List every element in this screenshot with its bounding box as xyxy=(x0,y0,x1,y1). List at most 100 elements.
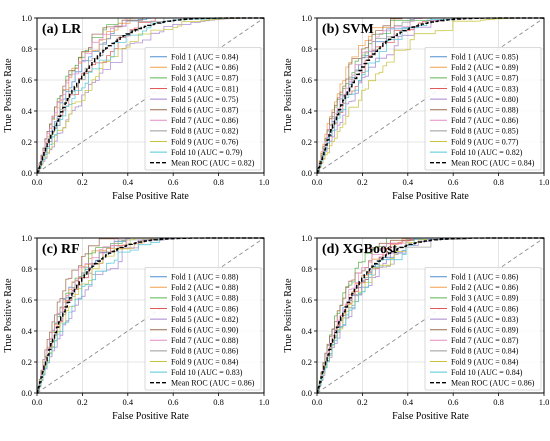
y-tick-label: 0.8 xyxy=(21,44,32,54)
x-tick-label: 1.0 xyxy=(259,177,270,187)
y-tick-label: 0.0 xyxy=(301,168,312,178)
legend-label: Fold 5 (AUC = 0.83) xyxy=(451,315,519,324)
legend-label: Fold 6 (AUC = 0.88) xyxy=(451,106,519,115)
legend-label: Fold 7 (AUC = 0.88) xyxy=(171,336,239,345)
legend: Fold 1 (AUC = 0.88)Fold 2 (AUC = 0.88) Fo… xyxy=(144,266,262,391)
x-tick-label: 0.2 xyxy=(357,177,368,187)
y-tick-label: 0.8 xyxy=(301,264,312,274)
roc-curves xyxy=(36,17,264,174)
legend-label: Fold 2 (AUC = 0.88) xyxy=(171,283,239,292)
panel-title: (c) RF xyxy=(42,242,80,257)
y-tick-label: 0.8 xyxy=(21,264,32,274)
x-tick-label: 0.8 xyxy=(213,397,224,407)
y-tick-label: 0.4 xyxy=(21,326,32,336)
x-tick-label: 0.8 xyxy=(213,177,224,187)
legend-label: Fold 9 (AUC = 0.77) xyxy=(451,137,519,146)
legend-label: Fold 10 (AUC = 0.82) xyxy=(451,148,523,157)
legend-label: Fold 10 (AUC = 0.84) xyxy=(451,368,523,377)
y-tick-label: 0.4 xyxy=(21,106,32,116)
x-tick-label: 0.2 xyxy=(77,397,88,407)
y-tick-label: 0.2 xyxy=(301,137,312,147)
x-tick-label: 0.2 xyxy=(357,397,368,407)
roc-panel-1: 0.0 0.2 0.4 0.6 0.8 1.0 0.0 0.2 0.4 0.6 0.8 1.0 Fals… xyxy=(3,13,269,202)
legend-label: Fold 2 (AUC = 0.86) xyxy=(171,63,239,72)
legend-label: Fold 3 (AUC = 0.87) xyxy=(171,74,239,83)
x-tick-label: 0.4 xyxy=(402,397,413,407)
legend-label: Fold 3 (AUC = 0.88) xyxy=(171,294,239,303)
x-tick-label: 0.0 xyxy=(312,177,323,187)
legend-label: Fold 6 (AUC = 0.87) xyxy=(171,106,239,115)
legend-label: Fold 9 (AUC = 0.76) xyxy=(171,137,239,146)
mean-roc-line xyxy=(36,17,264,174)
plot-frame xyxy=(316,237,545,394)
y-tick-label: 0.2 xyxy=(21,137,32,147)
mean-roc-line xyxy=(36,237,264,394)
legend-label: Fold 8 (AUC = 0.82) xyxy=(171,127,239,136)
legend: Fold 1 (AUC = 0.85)Fold 2 (AUC = 0.89) Fo… xyxy=(424,47,542,171)
legend-label: Fold 8 (AUC = 0.84) xyxy=(451,347,519,356)
legend-label: Mean ROC (AUC = 0.86) xyxy=(451,379,535,388)
legend-box xyxy=(144,266,262,391)
mean-roc-line xyxy=(316,237,544,394)
panel-title: (a) LR xyxy=(42,22,82,37)
chance-diagonal xyxy=(316,17,545,174)
x-axis-label: False Positive Rate xyxy=(112,411,189,422)
x-tick-label: 1.0 xyxy=(259,397,270,407)
legend-label: Fold 7 (AUC = 0.86) xyxy=(171,116,239,125)
legend-label: Fold 4 (AUC = 0.83) xyxy=(451,84,519,93)
legend-box xyxy=(424,47,542,171)
legend-label: Fold 8 (AUC = 0.86) xyxy=(171,347,239,356)
y-axis-label: True Positive Rate xyxy=(283,58,294,133)
legend-box xyxy=(424,266,542,391)
chance-diagonal xyxy=(36,237,265,394)
legend-label: Fold 5 (AUC = 0.82) xyxy=(171,315,239,324)
legend-label: Fold 7 (AUC = 0.87) xyxy=(451,336,519,345)
panel-title: (b) SVM xyxy=(322,22,374,37)
y-tick-label: 0.0 xyxy=(21,168,32,178)
plot-frame xyxy=(316,17,545,174)
legend-label: Fold 1 (AUC = 0.86) xyxy=(451,273,519,282)
legend-label: Fold 4 (AUC = 0.81) xyxy=(171,84,239,93)
fold-roc-line xyxy=(317,17,544,174)
x-axis-label: False Positive Rate xyxy=(392,411,469,422)
legend-label: Fold 3 (AUC = 0.89) xyxy=(451,294,519,303)
y-tick-label: 1.0 xyxy=(21,233,32,243)
x-tick-label: 0.6 xyxy=(168,397,179,407)
x-tick-label: 1.0 xyxy=(539,177,550,187)
legend-label: Fold 10 (AUC = 0.83) xyxy=(171,368,243,377)
legend-box xyxy=(144,47,262,171)
legend-label: Fold 2 (AUC = 0.89) xyxy=(451,63,519,72)
roc-panel-2: 0.0 0.2 0.4 0.6 0.8 1.0 0.0 0.2 0.4 0.6 0.8 1.0 Fals… xyxy=(283,13,549,202)
y-tick-label: 0.2 xyxy=(301,357,312,367)
legend-label: Fold 7 (AUC = 0.86) xyxy=(451,116,519,125)
legend-label: Fold 10 (AUC = 0.79) xyxy=(171,148,243,157)
panel-title: (d) XGBoost xyxy=(322,242,397,257)
plot-frame xyxy=(36,17,265,174)
chance-diagonal xyxy=(36,17,265,174)
legend-label: Mean ROC (AUC = 0.84) xyxy=(451,159,535,168)
y-tick-label: 0.4 xyxy=(301,326,312,336)
y-tick-label: 0.0 xyxy=(21,388,32,398)
legend-label: Fold 6 (AUC = 0.90) xyxy=(171,326,239,335)
fold-roc-line xyxy=(37,17,264,174)
y-tick-label: 0.0 xyxy=(301,388,312,398)
legend-label: Fold 1 (AUC = 0.84) xyxy=(171,53,239,62)
legend-label: Fold 3 (AUC = 0.87) xyxy=(451,74,519,83)
y-tick-label: 0.4 xyxy=(301,106,312,116)
y-tick-label: 0.6 xyxy=(301,295,312,305)
x-tick-label: 0.4 xyxy=(122,177,133,187)
chance-diagonal xyxy=(316,237,545,394)
x-tick-label: 0.0 xyxy=(32,177,43,187)
legend-label: Fold 2 (AUC = 0.86) xyxy=(451,283,519,292)
roc-panel-4: 0.0 0.2 0.4 0.6 0.8 1.0 0.0 0.2 0.4 0.6 0.8 1.0 Fals… xyxy=(283,233,549,422)
legend-label: Fold 1 (AUC = 0.88) xyxy=(171,273,239,282)
y-axis-label: True Positive Rate xyxy=(283,278,294,353)
x-tick-label: 0.4 xyxy=(122,397,133,407)
plot-frame xyxy=(36,237,265,394)
legend-label: Fold 9 (AUC = 0.84) xyxy=(171,357,239,366)
legend: Fold 1 (AUC = 0.86)Fold 2 (AUC = 0.86) Fo… xyxy=(424,266,542,391)
y-axis-label: True Positive Rate xyxy=(3,278,14,353)
legend-label: Fold 1 (AUC = 0.85) xyxy=(451,53,519,62)
x-tick-label: 0.8 xyxy=(493,177,504,187)
